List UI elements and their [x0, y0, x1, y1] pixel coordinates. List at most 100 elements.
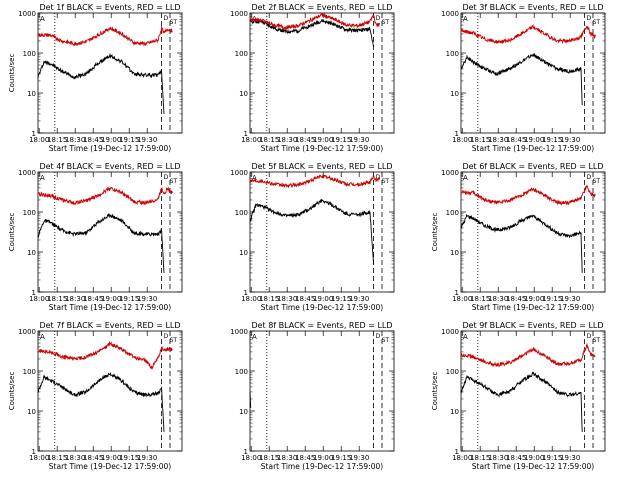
x-tick-label: 19:00	[101, 295, 121, 303]
x-tick-label: 19:30	[349, 136, 369, 144]
events-series-line	[249, 18, 375, 48]
y-axis-label: Counts/sec	[8, 372, 16, 411]
x-tick-label: 19:00	[313, 295, 333, 303]
plot-frame	[37, 12, 183, 134]
flag-label: A	[463, 174, 468, 182]
x-tick-label: 18:30	[277, 454, 297, 462]
x-tick-label: 18:45	[295, 454, 315, 462]
x-tick-label: 18:45	[506, 295, 526, 303]
x-tick-label: 19:15	[119, 454, 139, 462]
flag-label: ST	[170, 337, 178, 344]
flag-label: ST	[593, 178, 601, 185]
x-tick-label: 18:30	[488, 136, 508, 144]
x-tick-label: 18:15	[259, 136, 279, 144]
x-axis-label: Start Time (19-Dec-12 17:59:00)	[261, 462, 383, 471]
flag-label: A	[40, 15, 45, 23]
x-axis-label: Start Time (19-Dec-12 17:59:00)	[261, 144, 383, 153]
x-tick-label: 18:30	[277, 295, 297, 303]
y-axis-label: Counts/sec	[8, 213, 16, 252]
plot-frame	[37, 171, 183, 293]
x-tick-label: 19:15	[331, 454, 351, 462]
x-axis-label: Start Time (19-Dec-12 17:59:00)	[472, 303, 594, 312]
plot-frame	[37, 330, 183, 452]
x-axis-label: Start Time (19-Dec-12 17:59:00)	[472, 462, 594, 471]
detector-panel: Det 8f BLACK = Events, RED = LLD 1 10 100 10…	[230, 321, 395, 471]
events-series-line	[249, 198, 375, 265]
y-tick-label: 10	[239, 408, 248, 416]
y-tick-label: 1	[244, 289, 248, 297]
x-tick-label: 18:00	[452, 136, 472, 144]
x-tick-label: 19:15	[119, 295, 139, 303]
y-tick-label: 1000	[230, 10, 248, 18]
y-tick-label: 100	[446, 368, 459, 376]
y-tick-label: 100	[23, 209, 36, 217]
y-tick-label: 1000	[441, 328, 459, 336]
y-tick-label: 10	[27, 90, 36, 98]
x-tick-label: 19:30	[349, 295, 369, 303]
detector-panel: Det 9f BLACK = Events, RED = LLD 1 10 100 10…	[431, 321, 606, 471]
flag-label: D	[376, 15, 381, 22]
x-tick-label: 19:15	[542, 454, 562, 462]
plot-frame	[249, 171, 395, 293]
lld-series-line	[460, 342, 596, 368]
x-tick-label: 18:15	[259, 295, 279, 303]
x-tick-label: 19:15	[542, 136, 562, 144]
y-tick-label: 1000	[441, 10, 459, 18]
lld-series-line	[460, 185, 596, 206]
panel-title: Det 6f BLACK = Events, RED = LLD	[462, 162, 603, 171]
x-tick-label: 19:15	[542, 295, 562, 303]
detector-panel: Det 5f BLACK = Events, RED = LLD 1 10 100 10…	[230, 162, 395, 312]
x-tick-label: 18:30	[65, 136, 85, 144]
detector-panel: Det 6f BLACK = Events, RED = LLD 1 10 100 10…	[431, 162, 606, 312]
lld-series-line	[37, 340, 173, 370]
flag-label: D	[376, 174, 381, 181]
panel-title: Det 8f BLACK = Events, RED = LLD	[251, 321, 392, 330]
flag-label: ST	[593, 19, 601, 26]
x-tick-label: 18:00	[241, 295, 261, 303]
x-tick-label: 18:45	[295, 136, 315, 144]
x-axis-label: Start Time (19-Dec-12 17:59:00)	[49, 303, 171, 312]
flag-label: D	[587, 15, 592, 22]
flag-label: ST	[382, 178, 390, 185]
flag-label: ST	[170, 19, 178, 26]
y-tick-label: 1000	[18, 169, 36, 177]
flag-label: A	[40, 174, 45, 182]
x-tick-label: 19:30	[560, 454, 580, 462]
x-tick-label: 19:00	[524, 295, 544, 303]
flag-label: A	[252, 174, 257, 182]
y-tick-label: 1000	[18, 10, 36, 18]
panel-title: Det 5f BLACK = Events, RED = LLD	[251, 162, 392, 171]
y-tick-label: 1	[32, 448, 36, 456]
x-tick-label: 19:30	[349, 454, 369, 462]
x-tick-label: 18:15	[470, 454, 490, 462]
y-tick-label: 100	[235, 50, 248, 58]
x-tick-label: 19:00	[524, 454, 544, 462]
y-tick-label: 1000	[230, 169, 248, 177]
x-axis-label: Start Time (19-Dec-12 17:59:00)	[49, 144, 171, 153]
panel-title: Det 3f BLACK = Events, RED = LLD	[462, 3, 603, 12]
x-tick-label: 18:00	[29, 136, 49, 144]
x-tick-label: 19:30	[137, 136, 157, 144]
flag-label: ST	[593, 337, 601, 344]
x-tick-label: 18:30	[488, 454, 508, 462]
y-tick-label: 1	[32, 130, 36, 138]
flag-label: D	[587, 174, 592, 181]
flag-label: ST	[382, 337, 390, 344]
y-tick-label: 1	[244, 130, 248, 138]
x-tick-label: 18:00	[29, 454, 49, 462]
detector-panel: Det 7f BLACK = Events, RED = LLD 1 10 100 10…	[8, 321, 183, 471]
flag-label: ST	[382, 19, 390, 26]
y-tick-label: 10	[27, 249, 36, 257]
panel-title: Det 9f BLACK = Events, RED = LLD	[462, 321, 603, 330]
flag-label: D	[376, 333, 381, 340]
panel-title: Det 1f BLACK = Events, RED = LLD	[39, 3, 180, 12]
y-tick-label: 1	[32, 289, 36, 297]
x-tick-label: 19:00	[313, 454, 333, 462]
panel-title: Det 2f BLACK = Events, RED = LLD	[251, 3, 392, 12]
x-tick-label: 18:30	[488, 295, 508, 303]
detector-panel: Det 3f BLACK = Events, RED = LLD 1 10 100 10…	[441, 3, 606, 153]
x-tick-label: 19:15	[331, 295, 351, 303]
plot-frame	[460, 171, 606, 293]
y-tick-label: 1	[455, 289, 459, 297]
y-tick-label: 100	[446, 209, 459, 217]
